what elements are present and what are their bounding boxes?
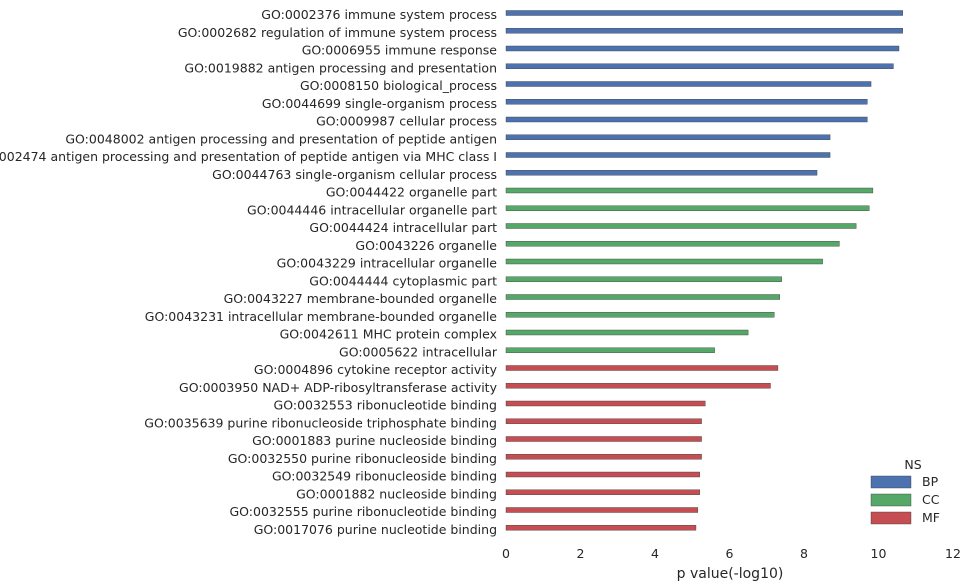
bar-bp [505,134,831,140]
bar-cc [505,241,840,247]
category-label: GO:0044424 intracellular part [309,220,497,235]
category-label: GO:0032555 purine ribonucleotide binding [229,504,497,519]
category-label: GO:0004896 cytokine receptor activity [254,362,498,377]
legend-swatch-mf [870,511,912,525]
category-label: GO:0001883 purine nucleoside binding [252,433,497,448]
bar-mf [505,454,702,460]
category-label: GO:0043227 membrane-bounded organelle [224,291,498,306]
bar-mf [505,525,697,531]
category-label: GO:0048002 antigen processing and presen… [65,131,497,146]
category-label: GO:0043226 organelle [355,238,497,253]
x-tick-label: 0 [502,546,510,561]
x-tick-label: 12 [945,546,961,561]
legend-label-mf: MF [922,510,940,525]
bar-mf [505,507,699,513]
category-label: GO:0001882 nucleoside binding [296,486,497,501]
bar-bp [505,63,894,69]
category-label: GO:0043231 intracellular membrane-bounde… [145,309,498,324]
bar-bp [505,152,831,158]
bar-mf [505,489,700,495]
x-tick-label: 2 [577,546,585,561]
x-axis-ticks: 0 2 4 6 8 10 12 [502,546,961,561]
bar-mf [505,436,702,442]
category-label: GO:0044444 cytoplasmic part [309,273,497,288]
x-axis-title: p value(-log10) [677,566,784,582]
category-label: GO:0042611 MHC protein complex [280,327,497,342]
category-label: GO:0044446 intracellular organelle part [247,202,497,217]
category-label: GO:0002376 immune system process [261,7,497,22]
bar-bp [505,99,868,105]
legend-title: NS [904,457,921,472]
x-tick-label: 4 [651,546,659,561]
category-label: GO:0002682 regulation of immune system p… [178,25,497,40]
category-label: GO:0006955 immune response [302,43,498,58]
bar-bp [505,10,903,16]
bar-bp [505,81,872,87]
category-label: GO:0035639 purine ribonucleoside triphos… [144,415,497,430]
bars [505,10,903,531]
category-label: GO:0009987 cellular process [316,114,497,129]
category-label: GO:0044763 single-organism cellular proc… [212,167,497,182]
category-label: GO:0003950 NAD+ ADP-ribosyltransferase a… [179,380,498,395]
bar-mf [505,400,706,407]
legend-label-cc: CC [922,492,940,507]
bar-bp [505,116,868,123]
legend: NS BP CC MF [870,457,940,525]
category-label: GO:0044699 single-organism process [262,96,497,111]
bar-cc [505,294,780,300]
category-labels: GO:0002376 immune system process GO:00026… [0,7,498,537]
bar-mf [505,418,702,424]
category-label: GO:0005622 intracellular [339,344,498,359]
bar-bp [505,170,818,176]
category-label: GO:0017076 purine nucleotide binding [254,522,497,537]
bar-cc [505,347,715,353]
bar-cc [505,187,874,194]
legend-label-bp: BP [922,474,939,489]
bar-mf [505,471,700,478]
x-tick-label: 6 [726,546,734,561]
category-label: GO:0019882 antigen processing and presen… [184,60,497,75]
category-label: GO:0002474 antigen processing and presen… [0,149,497,164]
bar-bp [505,28,903,34]
bar-cc [505,276,782,282]
bar-cc [505,223,857,229]
category-label: GO:0032553 ribonucleotide binding [274,398,497,413]
legend-swatch-cc [870,493,912,507]
bar-mf [505,365,779,371]
bar-cc [505,258,823,265]
bar-mf [505,383,771,389]
category-label: GO:0044422 organelle part [326,185,497,200]
bar-cc [505,329,749,336]
category-label: GO:0032550 purine ribonucleoside binding [228,451,497,466]
x-tick-label: 10 [871,546,887,561]
category-label: GO:0008150 biological_process [300,78,497,93]
bar-cc [505,205,870,211]
category-label: GO:0043229 intracellular organelle [277,256,498,271]
bar-cc [505,312,775,318]
category-label: GO:0032549 ribonucleoside binding [272,469,497,484]
legend-swatch-bp [870,475,912,489]
bar-bp [505,45,900,52]
x-tick-label: 8 [800,546,808,561]
